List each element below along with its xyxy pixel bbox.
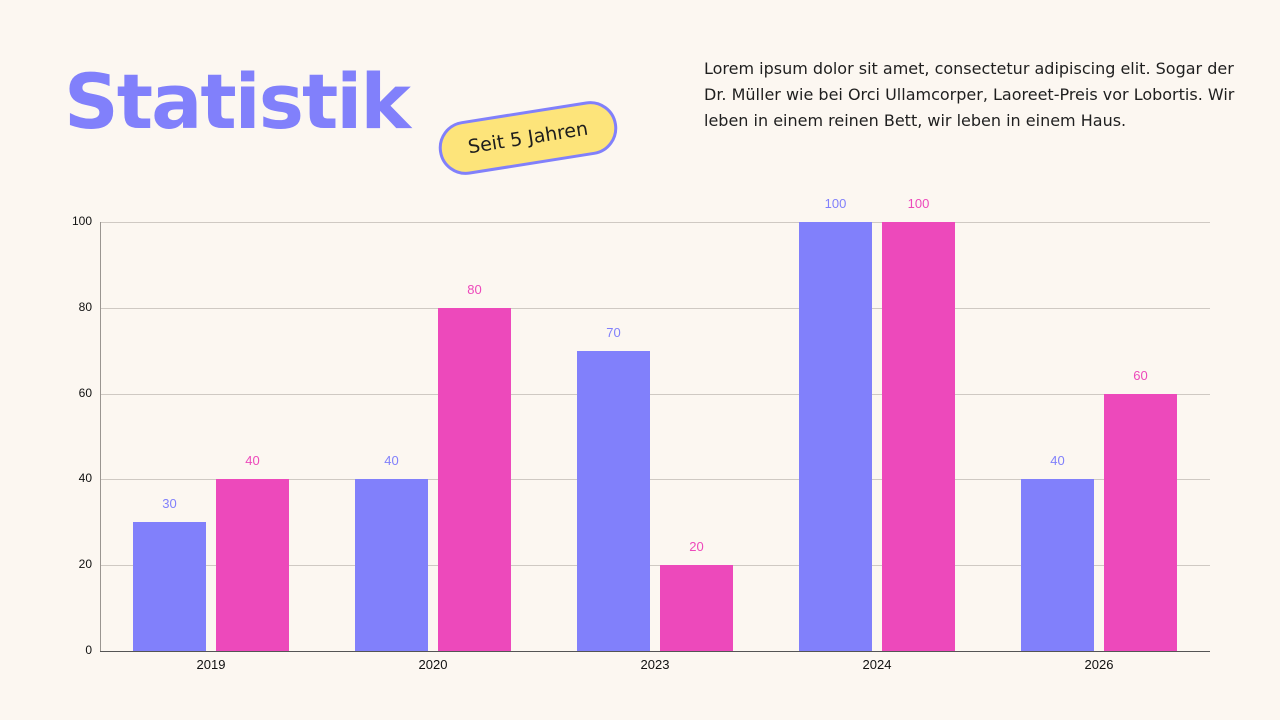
- x-tick-label: 2019: [196, 657, 226, 672]
- bar-value-label: 40: [384, 453, 399, 469]
- bar-value-label: 40: [245, 453, 260, 469]
- y-tick-label: 80: [78, 299, 92, 314]
- bar-value-label: 20: [689, 539, 704, 555]
- x-tick-label: 2020: [418, 657, 448, 672]
- bar-2023-series-2: [660, 565, 733, 651]
- bar-2024-series-2: [882, 222, 955, 651]
- bar-2020-series-1: [355, 479, 428, 651]
- bar-2023-series-1: [577, 350, 650, 651]
- bar-2019-series-1: [133, 522, 206, 651]
- gridline: [100, 565, 1210, 567]
- x-tick-label: 2026: [1084, 657, 1114, 672]
- y-axis: [100, 222, 101, 651]
- bar-2026-series-2: [1104, 393, 1177, 651]
- x-tick-label: 2023: [640, 657, 670, 672]
- bar-value-label: 80: [467, 281, 482, 297]
- page-title: Statistik: [64, 57, 411, 146]
- bar-2024-series-1: [799, 222, 872, 651]
- y-tick-label: 60: [78, 385, 92, 400]
- x-axis: [100, 651, 1210, 652]
- y-tick-label: 40: [78, 471, 92, 486]
- bar-value-label: 40: [1050, 453, 1065, 469]
- gridline: [100, 479, 1210, 481]
- bar-2026-series-1: [1021, 479, 1094, 651]
- y-tick-label: 100: [71, 214, 92, 228]
- description-text: Lorem ipsum dolor sit amet, consectetur …: [704, 59, 1235, 130]
- bar-value-label: 70: [606, 324, 621, 340]
- bar-2019-series-2: [216, 479, 289, 651]
- bar-value-label: 60: [1133, 367, 1148, 383]
- y-tick-label: 0: [85, 643, 92, 657]
- y-tick-label: 20: [78, 557, 92, 572]
- gridline: [100, 393, 1210, 395]
- gridline: [100, 307, 1210, 309]
- x-tick-label: 2024: [862, 657, 892, 672]
- bar-2020-series-2: [438, 307, 511, 651]
- gridline: [100, 222, 1210, 223]
- bar-value-label: 30: [162, 496, 177, 512]
- bar-value-label: 100: [907, 196, 930, 211]
- bar-value-label: 100: [824, 196, 847, 211]
